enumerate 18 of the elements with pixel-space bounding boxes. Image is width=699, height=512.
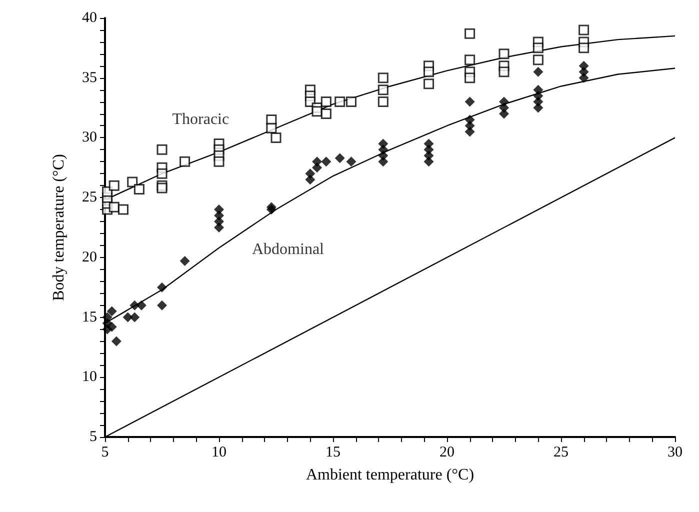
y-tick-label: 30 xyxy=(82,130,97,146)
y-axis-title: Body temperature (°C) xyxy=(50,154,68,301)
x-tick-label: 25 xyxy=(554,444,568,460)
y-tick-label: 5 xyxy=(90,429,97,445)
x-tick-label: 10 xyxy=(212,444,226,460)
x-axis-title: Ambient temperature (°C) xyxy=(306,466,474,484)
x-tick-label: 30 xyxy=(668,444,682,460)
x-tick-label: 20 xyxy=(440,444,454,460)
x-tick-label: 5 xyxy=(101,444,109,460)
y-tick-label: 40 xyxy=(82,10,97,26)
y-tick-label: 15 xyxy=(82,309,97,326)
y-tick-label: 35 xyxy=(82,70,97,86)
series-label: Abdominal xyxy=(252,240,325,258)
y-tick-label: 25 xyxy=(82,190,97,206)
series-label: Thoracic xyxy=(172,111,230,128)
y-tick-label: 20 xyxy=(82,249,97,266)
x-tick-label: 15 xyxy=(326,444,340,460)
y-tick-label: 10 xyxy=(82,369,97,386)
